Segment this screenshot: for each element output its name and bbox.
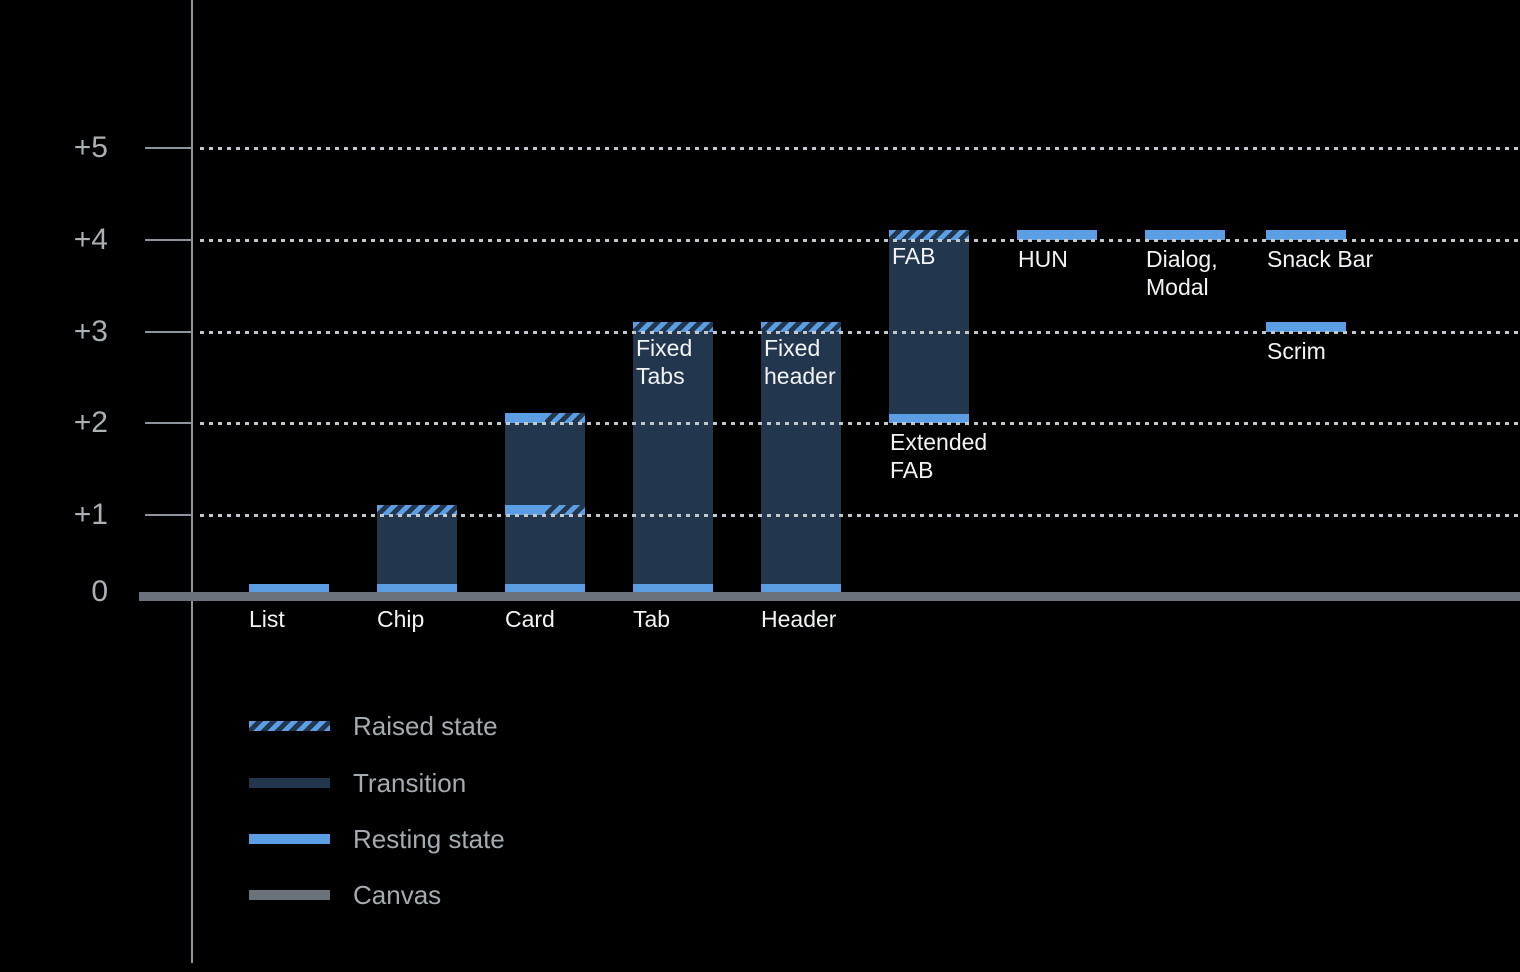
bar-segment-resting-dialog-modal: [1145, 229, 1225, 240]
bar-segment-transition-tab: [633, 332, 713, 585]
bar-label-scrim: Scrim: [1267, 338, 1326, 364]
bar-segment-raised-header: [761, 321, 841, 332]
bar-label-fab: Extended FAB: [890, 429, 988, 483]
legend-label-transition: Transition: [353, 767, 467, 798]
gridline-level-2: [200, 422, 1520, 425]
axis-label-header: Header: [761, 606, 837, 632]
y-tick-label: +1: [73, 498, 108, 531]
bar-label-dialog-modal: Dialog, Modal: [1146, 246, 1218, 300]
bar-segment-resting-card: [505, 584, 585, 592]
legend-item-canvas: Canvas: [249, 880, 441, 910]
bar-segment-raised-fab: [889, 229, 969, 240]
y-tick-label: +2: [73, 406, 108, 439]
bar-segment-resting-chip: [377, 584, 457, 592]
legend-swatch-canvas: [249, 890, 330, 900]
legend-label-resting: Resting state: [353, 823, 505, 854]
legend-item-transition: Transition: [249, 768, 466, 798]
bar-segment-transition-chip: [377, 515, 457, 585]
bar-segment-resting-card: [505, 504, 545, 515]
axis-label-list: List: [249, 606, 285, 632]
y-axis-tick: [145, 422, 193, 424]
bar-label-hun: HUN: [1018, 246, 1068, 272]
gridline-level-5: [200, 147, 1520, 150]
y-axis-tick: [145, 331, 193, 333]
bar-segment-resting-fab: [889, 413, 969, 423]
bar-label-tab: Fixed Tabs: [636, 334, 693, 389]
gridline-level-3: [200, 331, 1520, 334]
gridline-level-1: [200, 514, 1520, 517]
bar-segment-transition-fab: [889, 240, 969, 414]
bar-segment-raised-tab: [633, 321, 713, 332]
bar-label-header: Fixed header: [764, 334, 836, 389]
legend-label-raised: Raised state: [353, 710, 498, 741]
bar-segment-resting-header: [761, 584, 841, 592]
bar-segment-resting-snack-bar: [1266, 229, 1346, 240]
bar-segment-resting-list: [249, 584, 329, 592]
bar-segment-resting-hun: [1017, 229, 1097, 240]
axis-label-chip: Chip: [377, 606, 425, 632]
y-axis-tick: [145, 514, 193, 516]
y-tick-label: 0: [91, 575, 108, 608]
legend-item-raised: Raised state: [249, 711, 498, 741]
bar-label-snack-bar: Snack Bar: [1267, 246, 1374, 272]
bar-segment-resting-card: [505, 412, 545, 423]
legend-swatch-resting: [249, 834, 330, 844]
bar-segment-raised-card: [545, 412, 585, 423]
y-axis-tick: [145, 239, 193, 241]
y-tick-label: +3: [73, 315, 108, 348]
bar-segment-transition-header: [761, 332, 841, 585]
bar-segment-resting-scrim: [1266, 321, 1346, 332]
bar-label-fab: FAB: [892, 242, 936, 269]
y-axis-tick: [145, 147, 193, 149]
axis-label-card: Card: [505, 606, 555, 632]
y-tick-label: +4: [73, 223, 108, 256]
y-axis-line: [191, 0, 193, 963]
bar-segment-raised-card: [545, 504, 585, 515]
bar-segment-resting-tab: [633, 584, 713, 592]
canvas-baseline: [139, 592, 1520, 601]
bar-segment-transition-card: [505, 423, 585, 505]
bar-segment-raised-chip: [377, 504, 457, 515]
y-tick-label: +5: [73, 131, 108, 164]
bar-segment-transition-card: [505, 515, 585, 585]
legend-swatch-transition: [249, 778, 330, 788]
legend-swatch-raised: [249, 721, 330, 731]
legend-item-resting: Resting state: [249, 824, 505, 854]
gridline-level-4: [200, 239, 1520, 242]
legend-label-canvas: Canvas: [353, 879, 442, 910]
axis-label-tab: Tab: [633, 606, 671, 632]
